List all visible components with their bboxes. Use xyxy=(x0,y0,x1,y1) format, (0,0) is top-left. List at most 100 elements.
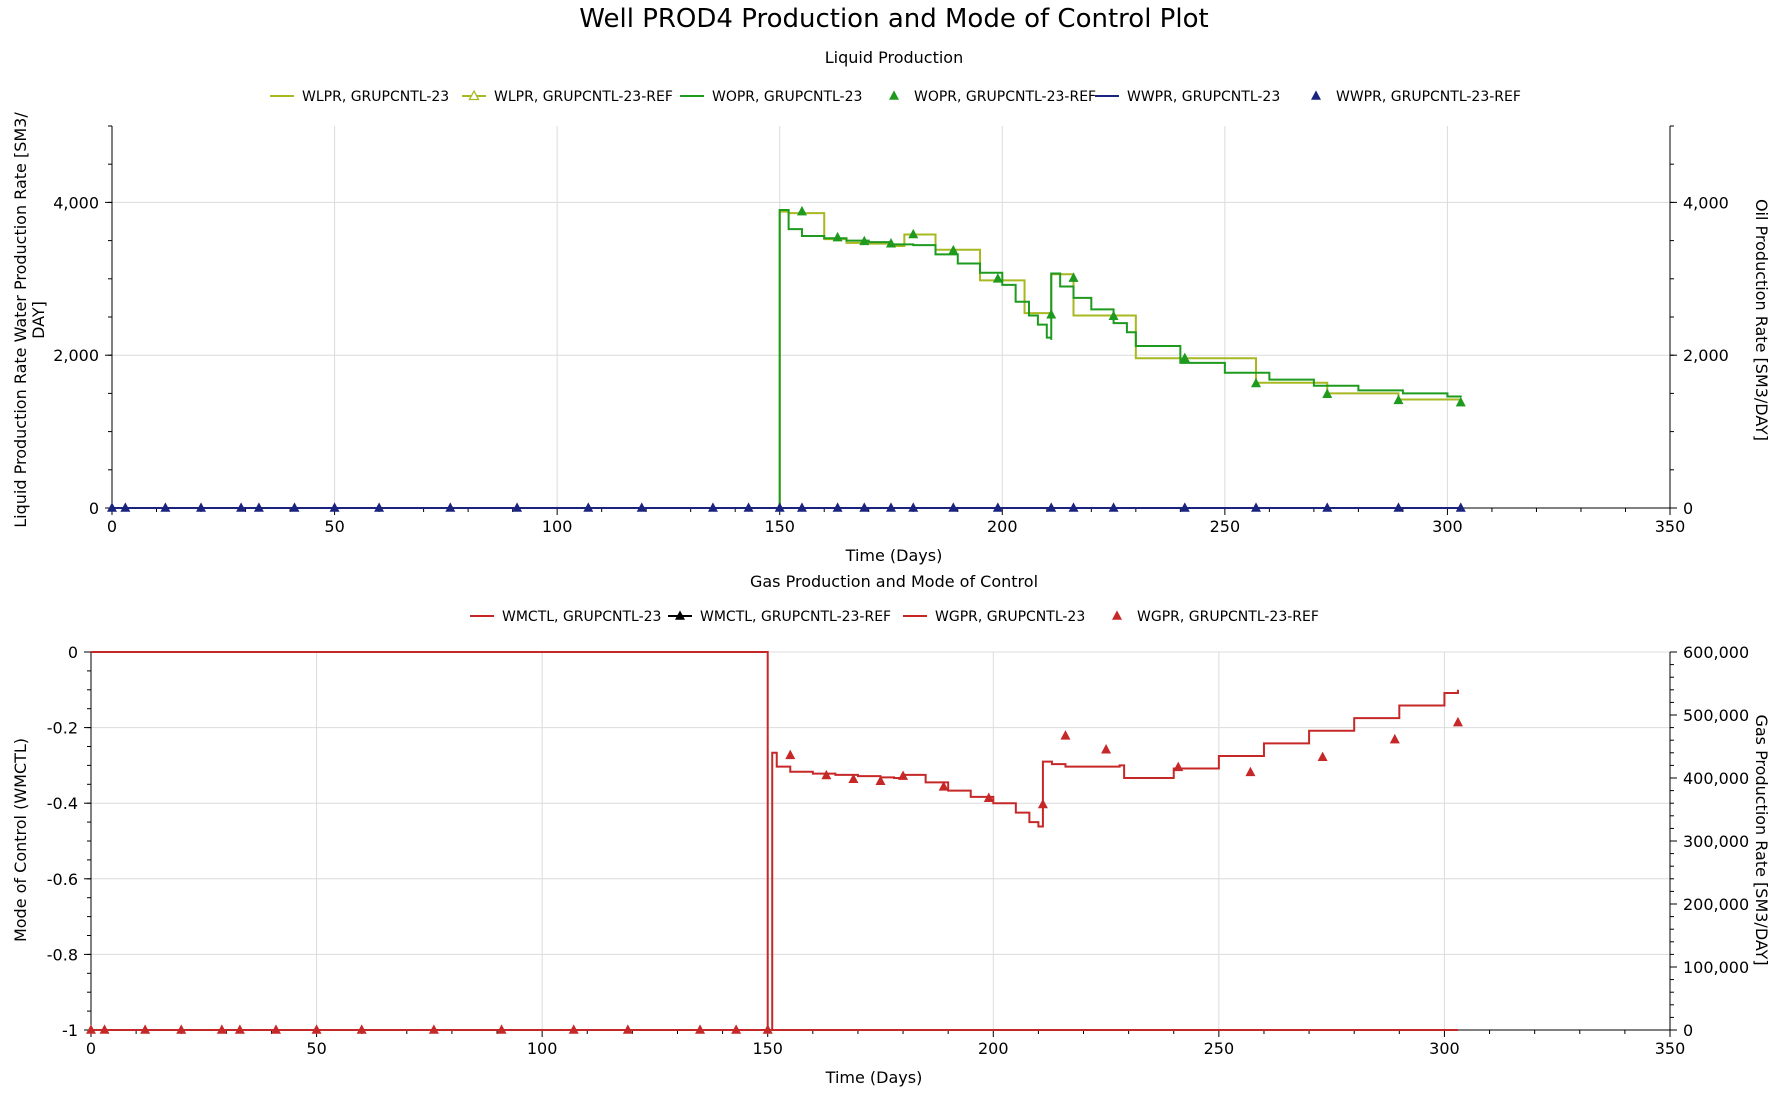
series-wgpr-grupcntl-23-ref-point xyxy=(496,1024,507,1034)
series-wwpr-grupcntl-23-ref-point xyxy=(329,502,340,512)
series-wgpr-grupcntl-23-ref-point xyxy=(1245,766,1256,777)
series-wopr-grupcntl-23-ref-point xyxy=(948,244,959,255)
y-left-tick-label: 0 xyxy=(68,643,78,662)
bottom-chart-legend: WMCTL, GRUPCNTL-23 WMCTL, GRUPCNTL-23-REF… xyxy=(470,609,1319,625)
series-wgpr-grupcntl-23-ref-point xyxy=(176,1024,187,1034)
legend-wgpr-grupcntl-23-ref-swatch-marker xyxy=(1112,610,1122,620)
x-tick-label: 300 xyxy=(1429,1039,1460,1058)
series-wopr-grupcntl-23-ref-point xyxy=(1393,394,1404,405)
series-wwpr-grupcntl-23-ref-point xyxy=(832,502,843,512)
series-wgpr-grupcntl-23-ref-point xyxy=(216,1024,227,1034)
y-right-tick-label: 2,000 xyxy=(1683,346,1729,365)
series-wwpr-grupcntl-23-ref-point xyxy=(886,502,896,512)
series-wopr-grupcntl-23-ref-point xyxy=(1179,352,1190,363)
series-wwpr-grupcntl-23-ref-point xyxy=(1393,502,1404,512)
y-right-tick-label: 600,000 xyxy=(1683,643,1749,662)
series-wwpr-grupcntl-23-ref-point xyxy=(160,502,171,512)
series-wgpr-grupcntl-23-ref-point xyxy=(428,1024,439,1034)
legend-wgpr-grupcntl-23-label: WGPR, GRUPCNTL-23 xyxy=(935,609,1085,625)
series-wwpr-grupcntl-23-ref-point xyxy=(859,502,870,512)
legend-wopr-grupcntl-23-label: WOPR, GRUPCNTL-23 xyxy=(712,89,862,105)
legend-wlpr-grupcntl-23-label: WLPR, GRUPCNTL-23 xyxy=(302,89,449,105)
series-wwpr-grupcntl-23-ref-point xyxy=(743,502,754,512)
x-tick-label: 150 xyxy=(764,517,795,536)
series-wwpr-grupcntl-23-ref-point xyxy=(196,502,207,512)
series-wgpr-grupcntl-23-ref-point xyxy=(86,1024,96,1034)
series-wopr-grupcntl-23-ref-point xyxy=(1251,377,1262,388)
series-wgpr-grupcntl-23-ref-point xyxy=(234,1024,245,1034)
y-right-tick-label: 100,000 xyxy=(1683,958,1749,977)
series-wwpr-grupcntl-23-ref-point xyxy=(1251,502,1262,512)
top-chart-title: Liquid Production xyxy=(825,48,963,67)
series-wopr-grupcntl-23-line xyxy=(112,209,1462,509)
x-tick-label: 350 xyxy=(1655,1039,1686,1058)
series-wwpr-grupcntl-23-ref-point xyxy=(445,502,456,512)
series-wgpr-grupcntl-23-ref-point xyxy=(99,1024,110,1034)
series-wgpr-grupcntl-23-ref-point xyxy=(848,773,859,784)
series-wopr-grupcntl-23-ref-point xyxy=(1068,272,1079,282)
series-wwpr-grupcntl-23-ref-point xyxy=(236,502,247,512)
series-wwpr-grupcntl-23-ref-point xyxy=(374,502,385,512)
legend-wlpr-grupcntl-23-ref-label: WLPR, GRUPCNTL-23-REF xyxy=(494,89,673,105)
series-wwpr-grupcntl-23-ref-point xyxy=(289,502,300,512)
series-wgpr-grupcntl-23-ref-point xyxy=(1452,716,1463,727)
series-wwpr-grupcntl-23-ref-point xyxy=(107,502,117,512)
bottom-chart-ylabel-left: Mode of Control (WMCTL) xyxy=(11,738,30,942)
series-wwpr-grupcntl-23-ref-point xyxy=(774,502,785,512)
y-left-tick-label: 0 xyxy=(89,499,99,518)
series-wwpr-grupcntl-23-ref-point xyxy=(120,502,131,512)
series-wgpr-grupcntl-23-ref-point xyxy=(568,1024,579,1034)
y-right-tick-label: 4,000 xyxy=(1683,193,1729,212)
legend-wmctl-grupcntl-23-ref-label: WMCTL, GRUPCNTL-23-REF xyxy=(700,609,891,625)
x-tick-label: 50 xyxy=(306,1039,326,1058)
series-wgpr-grupcntl-23-ref-point xyxy=(1037,798,1048,809)
x-tick-label: 350 xyxy=(1655,517,1686,536)
x-tick-label: 100 xyxy=(542,517,573,536)
x-tick-label: 300 xyxy=(1432,517,1463,536)
series-wopr-grupcntl-23-ref-point xyxy=(832,231,843,242)
series-wgpr-grupcntl-23-ref-point xyxy=(983,792,994,802)
series-wgpr-grupcntl-23-ref-point xyxy=(270,1024,281,1034)
series-wwpr-grupcntl-23-ref-point xyxy=(583,502,594,512)
series-wwpr-grupcntl-23-ref-point xyxy=(707,502,718,512)
series-wwpr-grupcntl-23-ref-point xyxy=(253,502,264,512)
y-right-tick-label: 0 xyxy=(1683,1021,1693,1040)
series-wopr-grupcntl-23-ref-point xyxy=(1108,310,1119,321)
legend-wlpr-grupcntl-23-ref-swatch-marker xyxy=(468,89,480,101)
series-wgpr-grupcntl-23-ref-point xyxy=(311,1024,322,1034)
series-wopr-grupcntl-23-ref-point xyxy=(908,228,919,239)
legend-wgpr-grupcntl-23-ref-label: WGPR, GRUPCNTL-23-REF xyxy=(1137,609,1319,625)
top-chart-xlabel: Time (Days) xyxy=(845,546,943,565)
series-wwpr-grupcntl-23-ref-point xyxy=(1046,502,1057,512)
bottom-chart-title: Gas Production and Mode of Control xyxy=(750,572,1038,591)
series-wgpr-grupcntl-23-line xyxy=(91,651,1459,1031)
series-wgpr-grupcntl-23-ref-point xyxy=(875,775,886,785)
series-wgpr-grupcntl-23-ref-point xyxy=(1173,761,1184,772)
series-wwpr-grupcntl-23-ref-point xyxy=(1179,502,1190,512)
legend-wmctl-grupcntl-23-label: WMCTL, GRUPCNTL-23 xyxy=(502,609,661,625)
series-wopr-grupcntl-23-ref-point xyxy=(886,238,896,248)
y-left-tick-label: -0.2 xyxy=(47,719,78,738)
series-wgpr-grupcntl-23-ref-point xyxy=(762,1024,773,1034)
series-wwpr-grupcntl-23-ref-point xyxy=(636,502,647,512)
series-wwpr-grupcntl-23-ref-point xyxy=(1455,502,1466,512)
y-left-tick-label: 2,000 xyxy=(53,346,99,365)
series-wgpr-grupcntl-23-ref-point xyxy=(356,1024,367,1034)
series-wopr-grupcntl-23-ref-point xyxy=(859,235,870,246)
legend-wwpr-grupcntl-23-ref-swatch-marker xyxy=(1311,90,1321,100)
series-wwpr-grupcntl-23-ref-point xyxy=(1068,502,1079,512)
series-wgpr-grupcntl-23-ref-point xyxy=(898,770,909,780)
series-wopr-grupcntl-23-ref-point xyxy=(1455,396,1466,407)
bottom-chart-xlabel: Time (Days) xyxy=(825,1068,923,1087)
legend-wwpr-grupcntl-23-label: WWPR, GRUPCNTL-23 xyxy=(1127,89,1280,105)
series-wwpr-grupcntl-23-ref-point xyxy=(908,502,919,512)
top-chart-ylabel-right: Oil Production Rate [SM3/DAY] xyxy=(1752,199,1771,441)
bottom-chart-plot-area: 0 50 100 150 200 250 300 3500-0.2-0.4-0.6-0.8-1… xyxy=(47,643,1749,1058)
x-tick-label: 0 xyxy=(107,517,117,536)
series-wopr-grupcntl-23-ref-point xyxy=(1322,388,1333,398)
x-tick-label: 150 xyxy=(752,1039,783,1058)
series-wgpr-grupcntl-23-ref-point xyxy=(1060,730,1071,740)
legend-wopr-grupcntl-23-ref-label: WOPR, GRUPCNTL-23-REF xyxy=(914,89,1096,105)
series-wwpr-grupcntl-23-ref-point xyxy=(1108,502,1119,512)
